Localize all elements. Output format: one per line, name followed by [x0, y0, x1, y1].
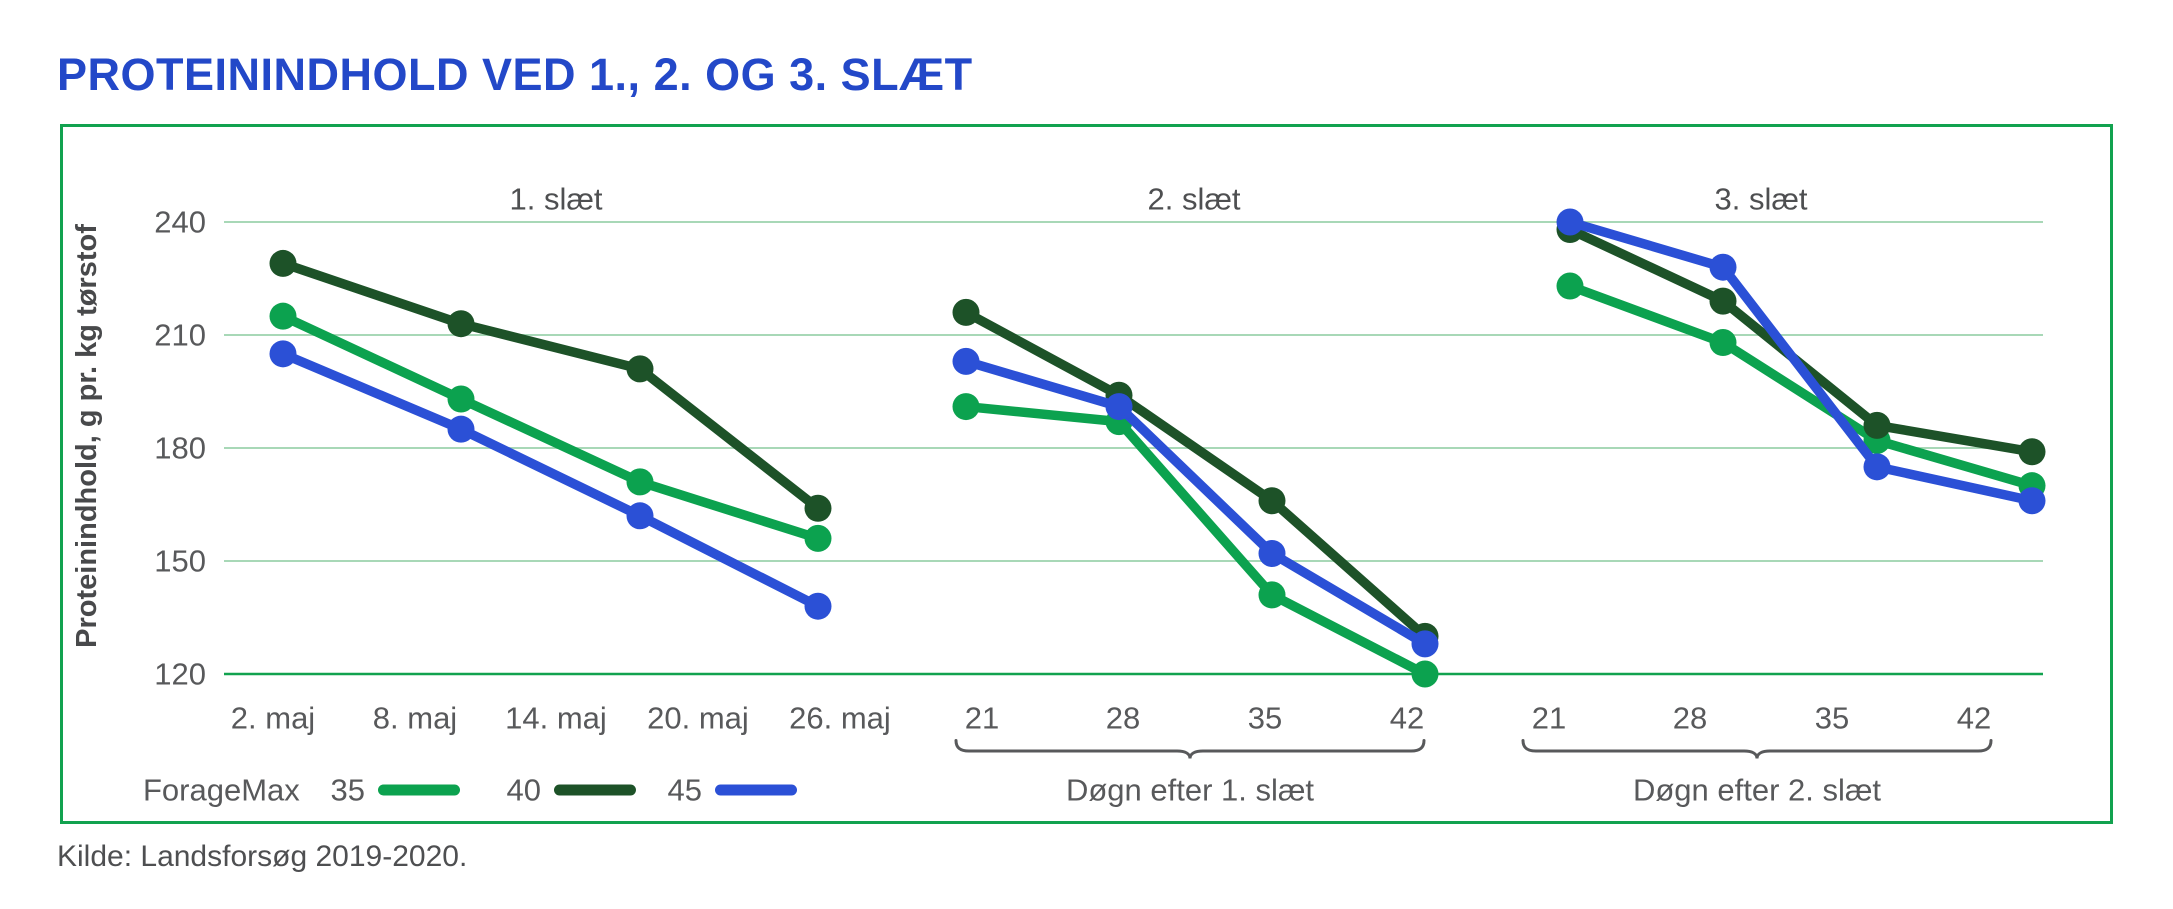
data-point-foragemax-35	[626, 468, 654, 496]
y-tick-label: 210	[154, 318, 206, 353]
series-foragemax-40-panel-1	[269, 249, 832, 522]
series-line-foragemax-45	[961, 356, 1430, 649]
data-point-foragemax-45	[1556, 208, 1584, 236]
data-point-foragemax-40	[1258, 487, 1286, 515]
series-line-foragemax-35	[278, 311, 823, 544]
y-axis-title: Proteinindhold, g pr. kg tørstof	[71, 224, 103, 648]
series-line-foragemax-40	[961, 307, 1430, 642]
series-line-foragemax-45	[1565, 217, 2037, 506]
legend-title: ForageMax	[143, 773, 300, 808]
data-point-foragemax-45	[1411, 630, 1439, 658]
legend-swatch-35	[378, 784, 460, 796]
data-point-foragemax-45	[1258, 539, 1286, 567]
data-point-foragemax-35	[1411, 660, 1439, 688]
x-tick-label: 8. maj	[373, 701, 457, 736]
y-tick-label: 180	[154, 431, 206, 466]
bracket-label: Døgn efter 1. slæt	[1066, 773, 1314, 808]
data-point-foragemax-35	[447, 385, 475, 413]
data-point-foragemax-40	[447, 310, 475, 338]
panel-title: 1. slæt	[509, 182, 602, 217]
x-tick-label: 14. maj	[505, 701, 607, 736]
source-note: Kilde: Landsforsøg 2019-2020.	[57, 840, 467, 873]
series-line-foragemax-35	[1565, 281, 2037, 491]
panel-title: 3. slæt	[1714, 182, 1807, 217]
y-tick-label: 150	[154, 544, 206, 579]
data-point-foragemax-35	[1258, 581, 1286, 609]
chart-border	[60, 124, 2113, 824]
data-point-foragemax-45	[626, 502, 654, 530]
x-tick-label: 28	[1673, 701, 1707, 736]
series-foragemax-45-panel-2	[952, 347, 1439, 658]
series-foragemax-45-panel-3	[1556, 208, 2046, 515]
legend-swatch-45	[715, 784, 797, 796]
series-line-foragemax-45	[278, 349, 823, 611]
data-point-foragemax-40	[626, 355, 654, 383]
legend-label-40: 40	[507, 773, 541, 808]
data-point-foragemax-40	[952, 298, 980, 326]
x-tick-label: 21	[1532, 701, 1566, 736]
series-foragemax-40-panel-3	[1556, 216, 2046, 466]
x-tick-label: 42	[1390, 701, 1424, 736]
axis-bracket	[1521, 739, 1993, 759]
series-foragemax-35-panel-3	[1556, 272, 2046, 500]
data-point-foragemax-45	[2018, 487, 2046, 515]
series-foragemax-45-panel-1	[269, 340, 832, 620]
data-point-foragemax-45	[804, 592, 832, 620]
y-tick-label: 120	[154, 657, 206, 692]
series-line-foragemax-40	[278, 258, 823, 514]
legend-label-35: 35	[331, 773, 365, 808]
data-point-foragemax-40	[804, 494, 832, 522]
axis-bracket	[954, 739, 1426, 759]
x-tick-label: 35	[1248, 701, 1282, 736]
data-point-foragemax-45	[1105, 393, 1133, 421]
legend-swatch-40	[554, 784, 636, 796]
x-tick-label: 35	[1815, 701, 1849, 736]
data-point-foragemax-40	[269, 249, 297, 277]
data-point-foragemax-45	[952, 347, 980, 375]
data-point-foragemax-35	[1556, 272, 1584, 300]
series-foragemax-35-panel-1	[269, 302, 832, 552]
data-point-foragemax-45	[447, 415, 475, 443]
x-tick-label: 26. maj	[789, 701, 891, 736]
chart-title: PROTEININDHOLD VED 1., 2. OG 3. SLÆT	[57, 49, 973, 100]
data-point-foragemax-35	[952, 393, 980, 421]
legend-label-45: 45	[668, 773, 702, 808]
data-point-foragemax-40	[2018, 438, 2046, 466]
data-point-foragemax-45	[269, 340, 297, 368]
y-tick-label: 240	[154, 205, 206, 240]
data-point-foragemax-35	[804, 524, 832, 552]
data-point-foragemax-45	[1863, 453, 1891, 481]
x-tick-label: 21	[965, 701, 999, 736]
data-point-foragemax-40	[1863, 411, 1891, 439]
bracket-label: Døgn efter 2. slæt	[1633, 773, 1881, 808]
series-line-foragemax-40	[1565, 224, 2037, 457]
data-point-foragemax-35	[1709, 329, 1737, 357]
series-foragemax-35-panel-2	[952, 393, 1439, 688]
panel-title: 2. slæt	[1147, 182, 1240, 217]
data-point-foragemax-40	[1709, 287, 1737, 315]
x-tick-label: 20. maj	[647, 701, 749, 736]
data-point-foragemax-45	[1709, 253, 1737, 281]
data-point-foragemax-35	[269, 302, 297, 330]
series-line-foragemax-35	[961, 401, 1430, 679]
x-tick-label: 42	[1957, 701, 1991, 736]
x-tick-label: 28	[1106, 701, 1140, 736]
x-tick-label: 2. maj	[231, 701, 315, 736]
